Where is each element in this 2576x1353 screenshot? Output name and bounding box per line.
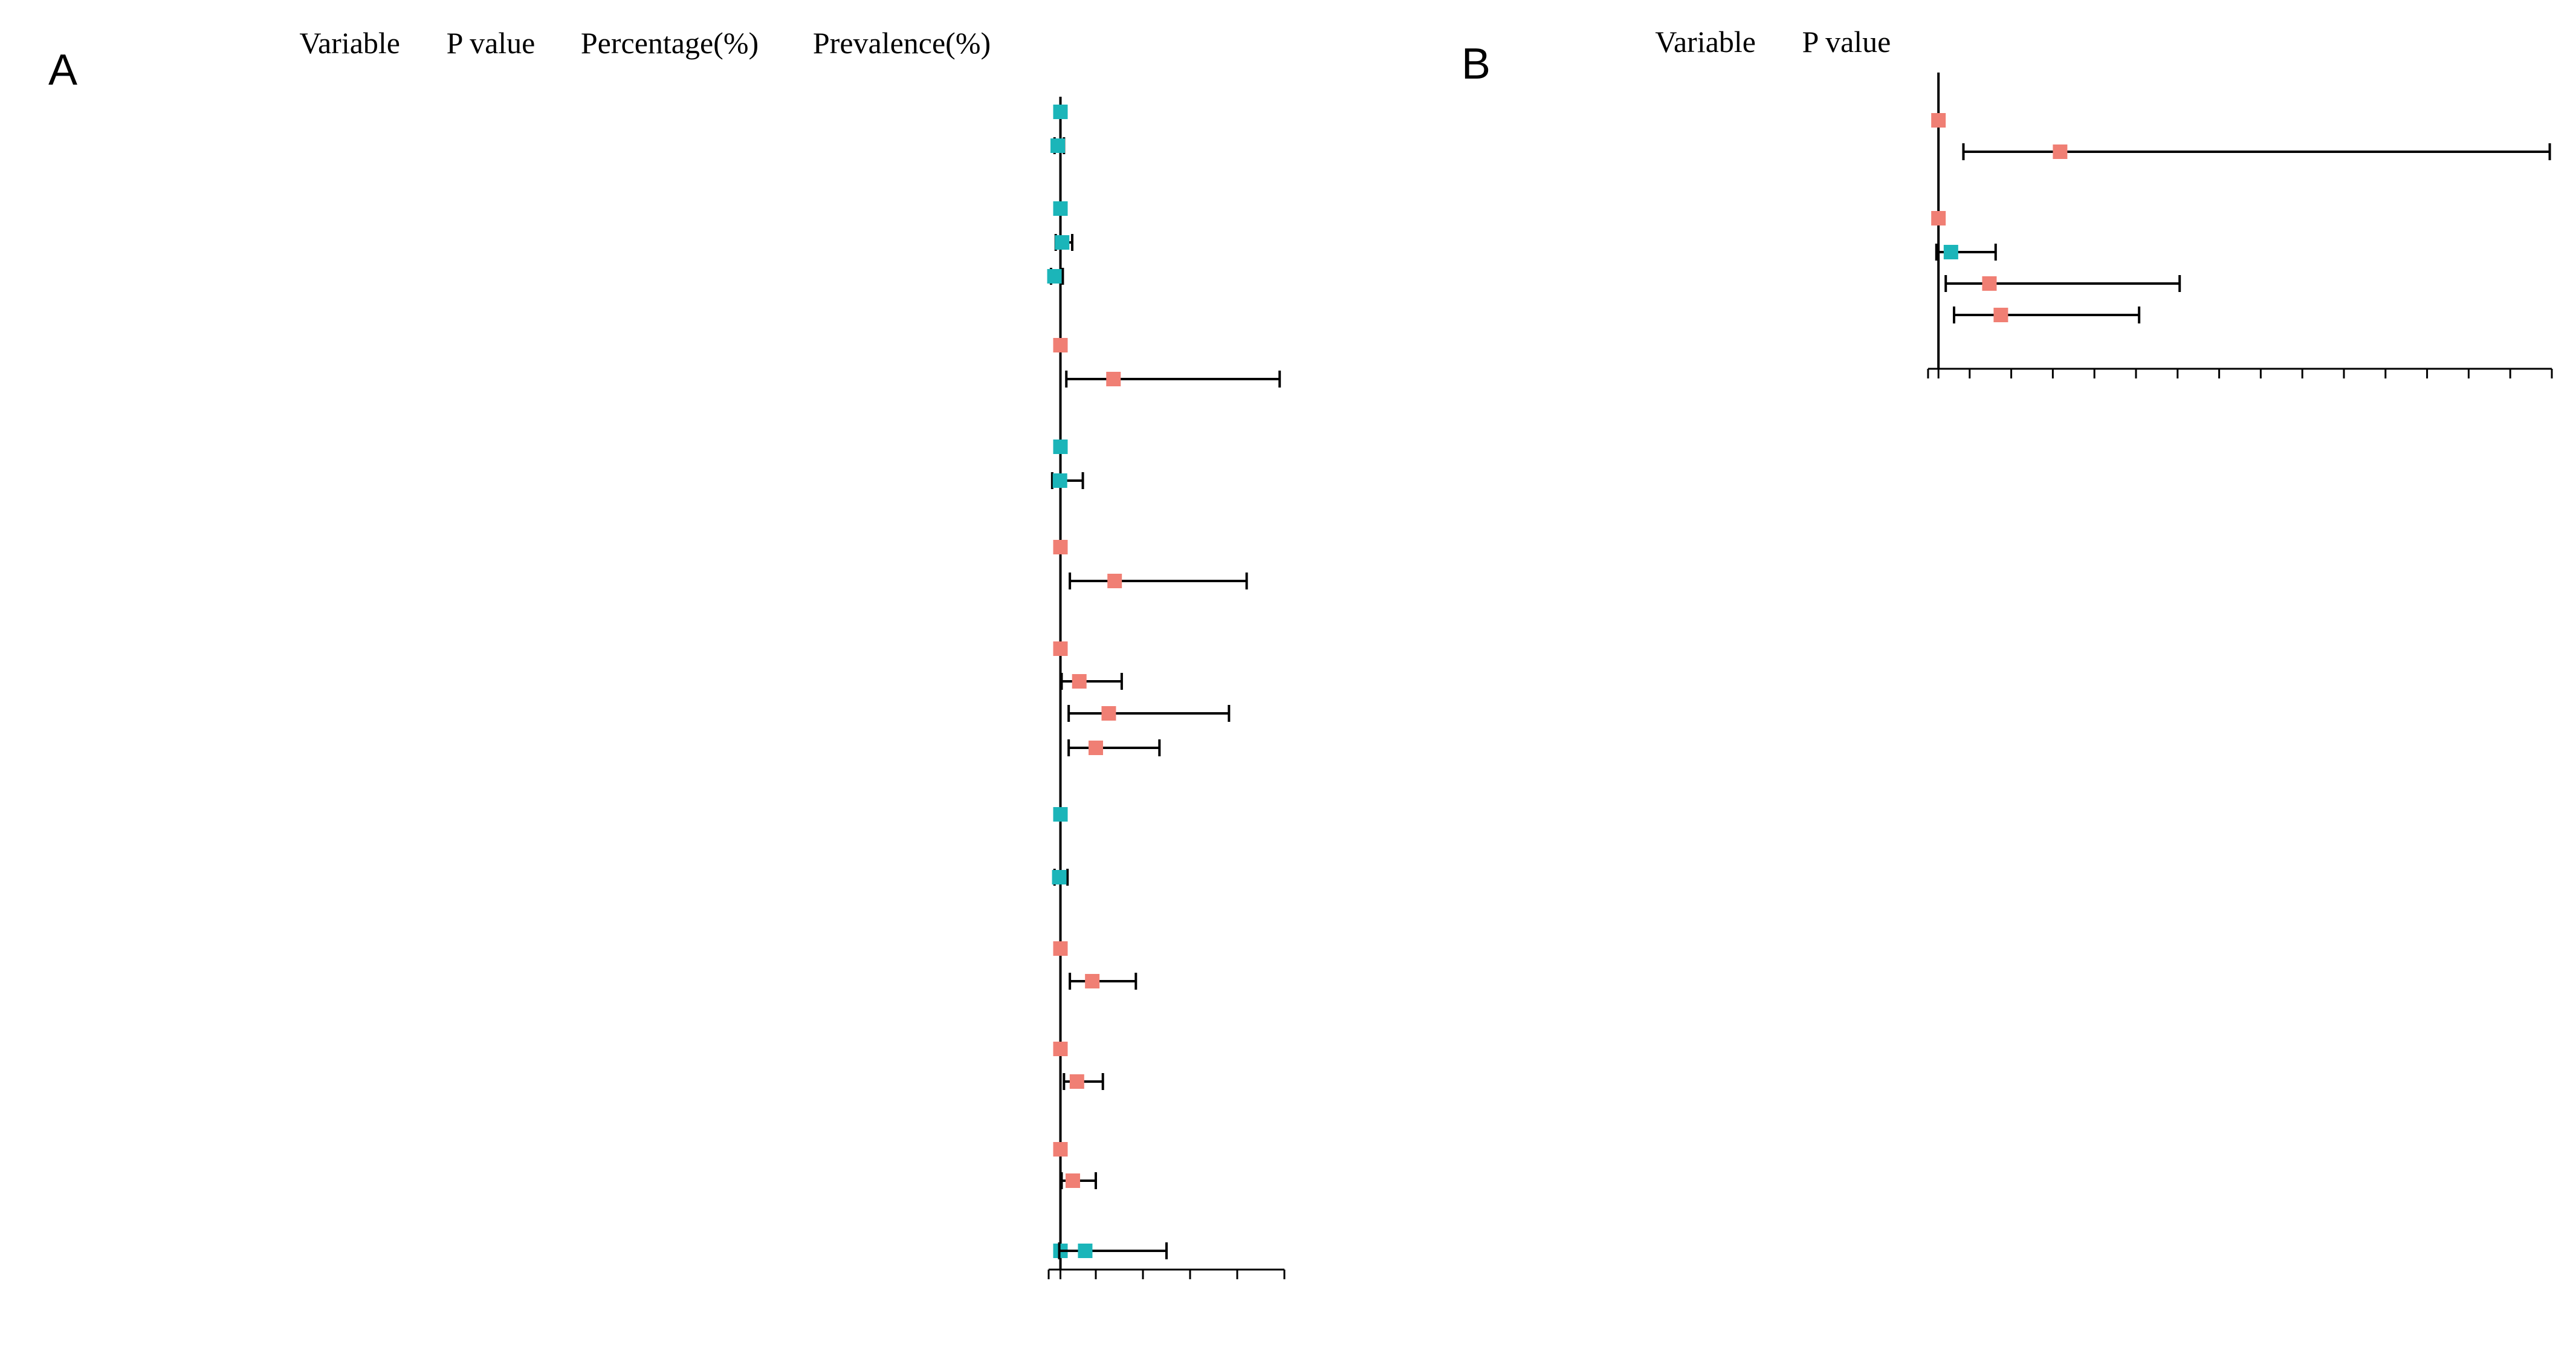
header-variable-a: Variable xyxy=(299,26,400,60)
point-estimate xyxy=(1107,574,1122,588)
header-percentage-a: Percentage(%) xyxy=(581,26,759,60)
point-estimate xyxy=(1053,201,1068,216)
point-estimate xyxy=(1106,372,1121,386)
panel-b-label: B xyxy=(1461,40,1490,88)
forest-plot-a: A Variable P value Percentage(%) Prevale… xyxy=(48,26,1286,1279)
header-p-value-b: P value xyxy=(1802,25,1891,59)
point-estimate xyxy=(1053,1042,1068,1056)
point-estimate xyxy=(1053,1142,1068,1157)
point-estimate xyxy=(1053,540,1068,554)
header-p-value-a: P value xyxy=(447,26,536,60)
point-estimate xyxy=(1053,440,1068,454)
point-estimate xyxy=(1069,1074,1084,1089)
header-prevalence-a: Prevalence(%) xyxy=(813,26,991,60)
point-estimate xyxy=(1047,269,1062,284)
plot-area-a xyxy=(1047,97,1286,1279)
point-estimate xyxy=(1982,276,1997,291)
point-estimate xyxy=(1931,113,1946,128)
point-estimate xyxy=(1053,338,1068,352)
point-estimate xyxy=(1053,941,1068,956)
point-estimate xyxy=(1089,741,1103,755)
point-estimate xyxy=(1052,473,1067,488)
point-estimate xyxy=(1085,974,1100,988)
point-estimate xyxy=(1943,245,1958,259)
panel-a-label: A xyxy=(48,46,77,94)
plot-area-b xyxy=(1927,73,2553,378)
point-estimate xyxy=(1072,674,1087,689)
point-estimate xyxy=(1053,641,1068,656)
forest-plot-b: B Variable P value xyxy=(1461,25,2553,378)
point-estimate xyxy=(1993,308,2008,322)
point-estimate xyxy=(1052,870,1067,884)
point-estimate xyxy=(1065,1173,1080,1188)
point-estimate xyxy=(1053,807,1068,822)
point-estimate xyxy=(1055,235,1070,250)
point-estimate xyxy=(2053,144,2068,159)
point-estimate xyxy=(1078,1244,1093,1258)
point-estimate xyxy=(1050,138,1066,153)
point-estimate xyxy=(1053,105,1068,119)
point-estimate xyxy=(1931,211,1946,225)
point-estimate xyxy=(1101,706,1116,721)
header-variable-b: Variable xyxy=(1655,25,1756,59)
